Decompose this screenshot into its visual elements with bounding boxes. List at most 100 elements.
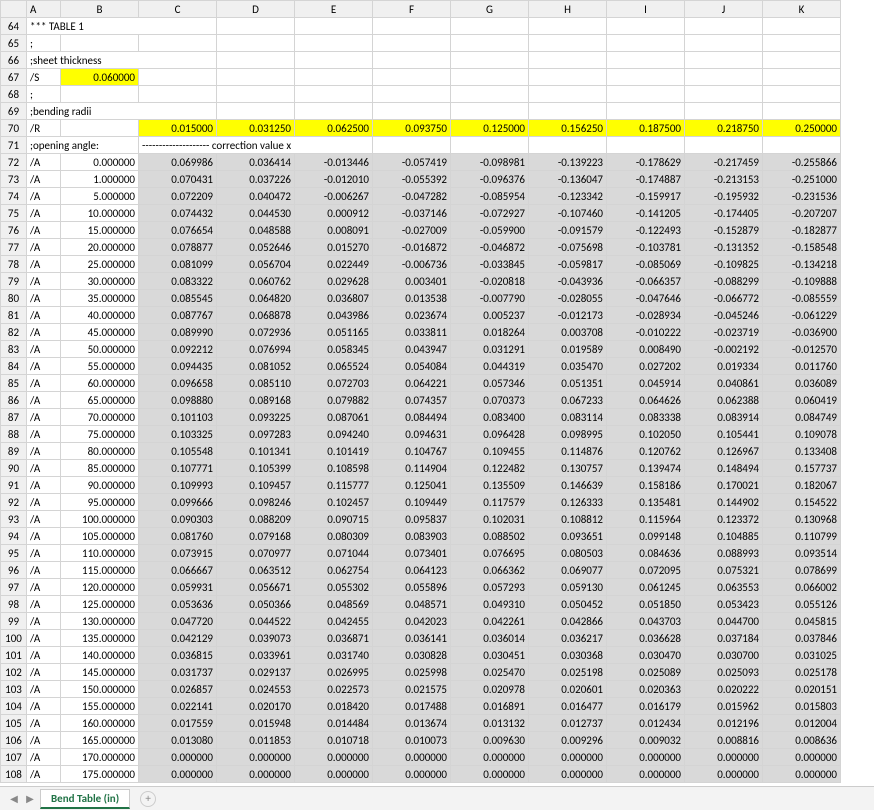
cell[interactable]: -0.002192 <box>685 341 763 358</box>
cell[interactable]: 10.000000 <box>61 205 139 222</box>
cell[interactable]: -0.028055 <box>529 290 607 307</box>
cell[interactable]: 0.182067 <box>763 477 841 494</box>
cell[interactable]: /A <box>27 409 61 426</box>
cell[interactable]: 0.030700 <box>685 647 763 664</box>
cell[interactable]: ; <box>27 35 61 52</box>
cell[interactable]: -0.195932 <box>685 188 763 205</box>
cell[interactable]: 0.058345 <box>295 341 373 358</box>
cell[interactable]: 0.016891 <box>451 698 529 715</box>
add-sheet-button[interactable]: + <box>140 791 156 807</box>
cell[interactable]: 0.096428 <box>451 426 529 443</box>
cell[interactable]: 130.000000 <box>61 613 139 630</box>
cell[interactable]: 35.000000 <box>61 290 139 307</box>
cell[interactable]: 0.074357 <box>373 392 451 409</box>
cell[interactable]: -0.123342 <box>529 188 607 205</box>
cell[interactable]: 0.020601 <box>529 681 607 698</box>
cell[interactable]: 0.054084 <box>373 358 451 375</box>
row-header[interactable]: 103 <box>1 681 27 698</box>
cell[interactable]: /A <box>27 256 61 273</box>
cell[interactable] <box>763 52 841 69</box>
cell[interactable]: 0.056671 <box>217 579 295 596</box>
cell[interactable]: 0.099666 <box>139 494 217 511</box>
cell[interactable]: 135.000000 <box>61 630 139 647</box>
cell[interactable]: 0.114876 <box>529 443 607 460</box>
row-header[interactable]: 104 <box>1 698 27 715</box>
cell[interactable]: 25.000000 <box>61 256 139 273</box>
cell[interactable]: 0.095837 <box>373 511 451 528</box>
cell[interactable]: 0.156250 <box>529 120 607 137</box>
cell[interactable]: 0.154522 <box>763 494 841 511</box>
cell[interactable]: 0.025998 <box>373 664 451 681</box>
cell[interactable]: 0.064123 <box>373 562 451 579</box>
cell[interactable]: 0.093514 <box>763 545 841 562</box>
cell[interactable]: 0.051850 <box>607 596 685 613</box>
cell[interactable]: 0.061245 <box>607 579 685 596</box>
cell[interactable]: -0.023719 <box>685 324 763 341</box>
cell[interactable]: 0.042261 <box>451 613 529 630</box>
cell[interactable]: 0.064626 <box>607 392 685 409</box>
cell[interactable]: 0.031250 <box>217 120 295 137</box>
cell[interactable]: 0.021575 <box>373 681 451 698</box>
cell[interactable]: /A <box>27 358 61 375</box>
cell[interactable]: 0.079882 <box>295 392 373 409</box>
cell[interactable]: -0.207207 <box>763 205 841 222</box>
cell[interactable]: 0.011760 <box>763 358 841 375</box>
row-header[interactable]: 86 <box>1 392 27 409</box>
cell[interactable]: -0.012010 <box>295 171 373 188</box>
cell[interactable]: 140.000000 <box>61 647 139 664</box>
column-header[interactable]: F <box>373 1 451 18</box>
cell[interactable]: -0.047282 <box>373 188 451 205</box>
cell[interactable]: 0.042866 <box>529 613 607 630</box>
cell[interactable]: 0.108812 <box>529 511 607 528</box>
cell[interactable] <box>685 103 763 120</box>
cell[interactable] <box>607 69 685 86</box>
cell[interactable] <box>451 137 529 154</box>
cell[interactable]: 0.084636 <box>607 545 685 562</box>
cell[interactable]: 0.031740 <box>295 647 373 664</box>
cell[interactable]: 0.050452 <box>529 596 607 613</box>
cell[interactable]: 0.000000 <box>61 154 139 171</box>
cell[interactable]: 0.020363 <box>607 681 685 698</box>
cell[interactable]: 0.057346 <box>451 375 529 392</box>
cell[interactable]: -0.057419 <box>373 154 451 171</box>
cell[interactable]: -0.107460 <box>529 205 607 222</box>
cell[interactable]: 0.083114 <box>529 409 607 426</box>
cell[interactable]: 0.115964 <box>607 511 685 528</box>
row-header[interactable]: 92 <box>1 494 27 511</box>
cell[interactable]: 0.043947 <box>373 341 451 358</box>
cell[interactable]: 0.066362 <box>451 562 529 579</box>
cell[interactable]: 0.018420 <box>295 698 373 715</box>
cell[interactable]: 0.130968 <box>763 511 841 528</box>
cell[interactable]: -0.006267 <box>295 188 373 205</box>
cell[interactable]: -0.088299 <box>685 273 763 290</box>
cell[interactable]: /A <box>27 681 61 698</box>
column-header[interactable]: H <box>529 1 607 18</box>
cell[interactable]: -0.217459 <box>685 154 763 171</box>
cell[interactable]: 0.062388 <box>685 392 763 409</box>
cell[interactable]: /A <box>27 324 61 341</box>
row-header[interactable]: 76 <box>1 222 27 239</box>
cell[interactable]: -0.059900 <box>451 222 529 239</box>
cell[interactable]: 0.133408 <box>763 443 841 460</box>
cell[interactable]: 0.060000 <box>61 69 139 86</box>
cell[interactable]: -0.010222 <box>607 324 685 341</box>
cell[interactable]: -0.027009 <box>373 222 451 239</box>
cell[interactable]: 0.109078 <box>763 426 841 443</box>
cell[interactable]: 0.117579 <box>451 494 529 511</box>
cell[interactable]: 0.071044 <box>295 545 373 562</box>
cell[interactable]: 0.055302 <box>295 579 373 596</box>
cell[interactable]: 0.048571 <box>373 596 451 613</box>
cell[interactable]: 0.110799 <box>763 528 841 545</box>
grid-scroll-area[interactable]: ABCDEFGHIJK 64*** TABLE 165;66;sheet thi… <box>0 0 874 786</box>
row-header[interactable]: 97 <box>1 579 27 596</box>
cell[interactable]: 0.102457 <box>295 494 373 511</box>
cell[interactable]: 0.008816 <box>685 732 763 749</box>
cell[interactable]: 0.036628 <box>607 630 685 647</box>
cell[interactable]: 0.093651 <box>529 528 607 545</box>
cell[interactable]: 0.000000 <box>451 766 529 783</box>
cell[interactable]: /A <box>27 307 61 324</box>
cell[interactable]: 0.218750 <box>685 120 763 137</box>
cell[interactable]: 0.036141 <box>373 630 451 647</box>
cell[interactable] <box>139 35 217 52</box>
cell[interactable]: 0.000000 <box>217 766 295 783</box>
